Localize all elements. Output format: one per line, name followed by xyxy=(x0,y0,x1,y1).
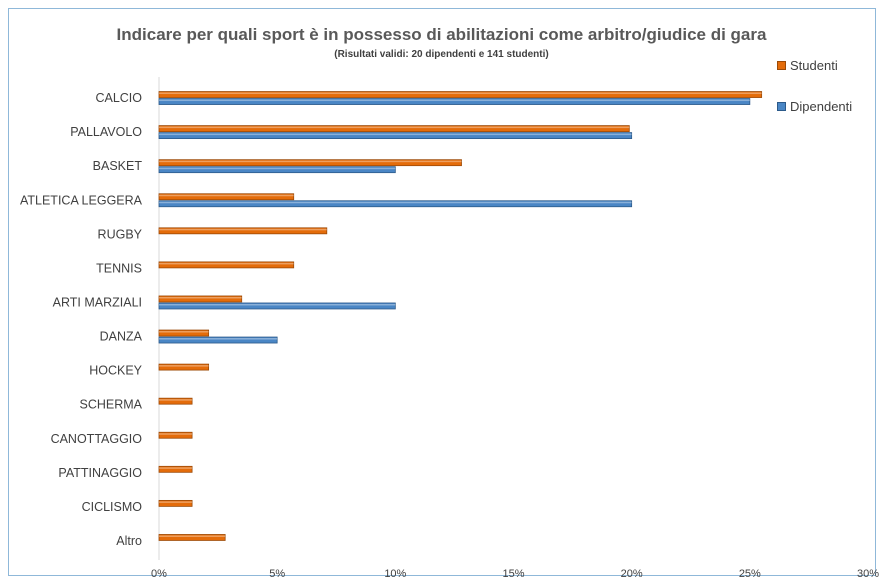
bar-highlight-studenti-calcio xyxy=(159,92,762,95)
bar-highlight-dipendenti-calcio xyxy=(159,99,750,102)
bars-layer xyxy=(158,77,763,560)
bar-dipendenti-danza xyxy=(158,336,278,344)
bar-highlight-studenti-pattinaggio xyxy=(159,467,193,469)
bar-highlight-dipendenti-arti-marziali xyxy=(159,303,396,306)
bar-highlight-studenti-ciclismo xyxy=(159,501,193,503)
category-label-danza: DANZA xyxy=(100,330,143,344)
bar-highlight-studenti-scherma xyxy=(159,399,193,401)
bar-highlight-studenti-tennis xyxy=(159,262,294,265)
bar-highlight-studenti-pallavolo xyxy=(159,126,630,129)
category-labels: CALCIO PALLAVOLO BASKET ATLETICA LEGGERA RUG… xyxy=(20,91,143,548)
bar-studenti-rugby xyxy=(158,227,328,235)
x-tick-label-20: 20% xyxy=(621,568,643,580)
bar-highlight-studenti-basket xyxy=(159,160,462,163)
bar-highlight-dipendenti-danza xyxy=(159,338,278,340)
bar-studenti-arti-marziali xyxy=(158,295,243,303)
bar-highlight-studenti-arti-marziali xyxy=(159,296,242,299)
legend-label-studenti: Studenti xyxy=(790,58,838,73)
bar-studenti-pallavolo xyxy=(158,125,630,133)
bar-highlight-studenti-canottaggio xyxy=(159,433,193,435)
bar-dipendenti-basket xyxy=(158,166,396,174)
category-label-calcio: CALCIO xyxy=(95,91,142,105)
bar-highlight-dipendenti-basket xyxy=(159,167,396,170)
bar-studenti-atletica-leggera xyxy=(158,193,295,201)
category-label-tennis: TENNIS xyxy=(96,261,142,275)
legend-item-dipendenti: Dipendenti xyxy=(777,99,852,114)
legend-item-studenti: Studenti xyxy=(777,58,838,73)
legend-swatch-dipendenti xyxy=(777,102,786,111)
bar-studenti-calcio xyxy=(158,91,763,98)
category-label-ciclismo: CICLISMO xyxy=(82,500,143,514)
x-axis-ticks: 0% 5% 10% 15% 20% 25% 30% xyxy=(151,568,879,580)
x-tick-label-5: 5% xyxy=(269,568,285,580)
bar-dipendenti-calcio xyxy=(158,98,751,105)
bar-highlight-dipendenti-pallavolo xyxy=(159,133,632,136)
legend-label-dipendenti: Dipendenti xyxy=(790,99,853,114)
category-label-pallavolo: PALLAVOLO xyxy=(70,125,142,139)
bar-studenti-scherma xyxy=(158,397,193,405)
category-label-pattinaggio: PATTINAGGIO xyxy=(58,466,142,480)
bar-studenti-danza xyxy=(158,329,210,337)
bar-highlight-studenti-atletica-leggera xyxy=(159,194,294,197)
x-tick-label-10: 10% xyxy=(384,568,406,580)
bar-highlight-studenti-altro xyxy=(159,535,226,537)
category-label-hockey: HOCKEY xyxy=(89,364,142,378)
category-label-basket: BASKET xyxy=(93,159,143,173)
bar-dipendenti-atletica-leggera xyxy=(158,200,633,208)
bar-highlight-dipendenti-atletica-leggera xyxy=(159,201,632,204)
x-tick-label-30: 30% xyxy=(857,568,879,580)
category-label-scherma: SCHERMA xyxy=(79,398,142,412)
x-tick-label-15: 15% xyxy=(502,568,524,580)
bar-studenti-hockey xyxy=(158,363,210,371)
bar-studenti-canottaggio xyxy=(158,431,193,439)
x-tick-label-25: 25% xyxy=(739,568,761,580)
bar-dipendenti-arti-marziali xyxy=(158,302,396,310)
bar-studenti-tennis xyxy=(158,261,295,269)
bar-highlight-studenti-danza xyxy=(159,331,209,333)
bar-studenti-pattinaggio xyxy=(158,465,193,473)
bar-highlight-studenti-hockey xyxy=(159,365,209,367)
category-label-altro: Altro xyxy=(116,534,142,548)
category-label-atletica-leggera: ATLETICA LEGGERA xyxy=(20,193,143,207)
category-label-rugby: RUGBY xyxy=(98,227,143,241)
bar-studenti-ciclismo xyxy=(158,499,193,507)
x-tick-label-0: 0% xyxy=(151,568,167,580)
category-label-arti-marziali: ARTI MARZIALI xyxy=(53,295,142,309)
bar-studenti-altro xyxy=(158,534,226,541)
bar-dipendenti-pallavolo xyxy=(158,132,633,140)
bar-studenti-basket xyxy=(158,159,462,167)
chart-title: Indicare per quali sport è in possesso d… xyxy=(116,25,767,44)
legend-swatch-studenti xyxy=(777,61,786,70)
category-label-canottaggio: CANOTTAGGIO xyxy=(51,432,143,446)
bar-highlight-studenti-rugby xyxy=(159,228,327,231)
chart-subtitle: (Risultati validi: 20 dipendenti e 141 s… xyxy=(334,49,549,60)
